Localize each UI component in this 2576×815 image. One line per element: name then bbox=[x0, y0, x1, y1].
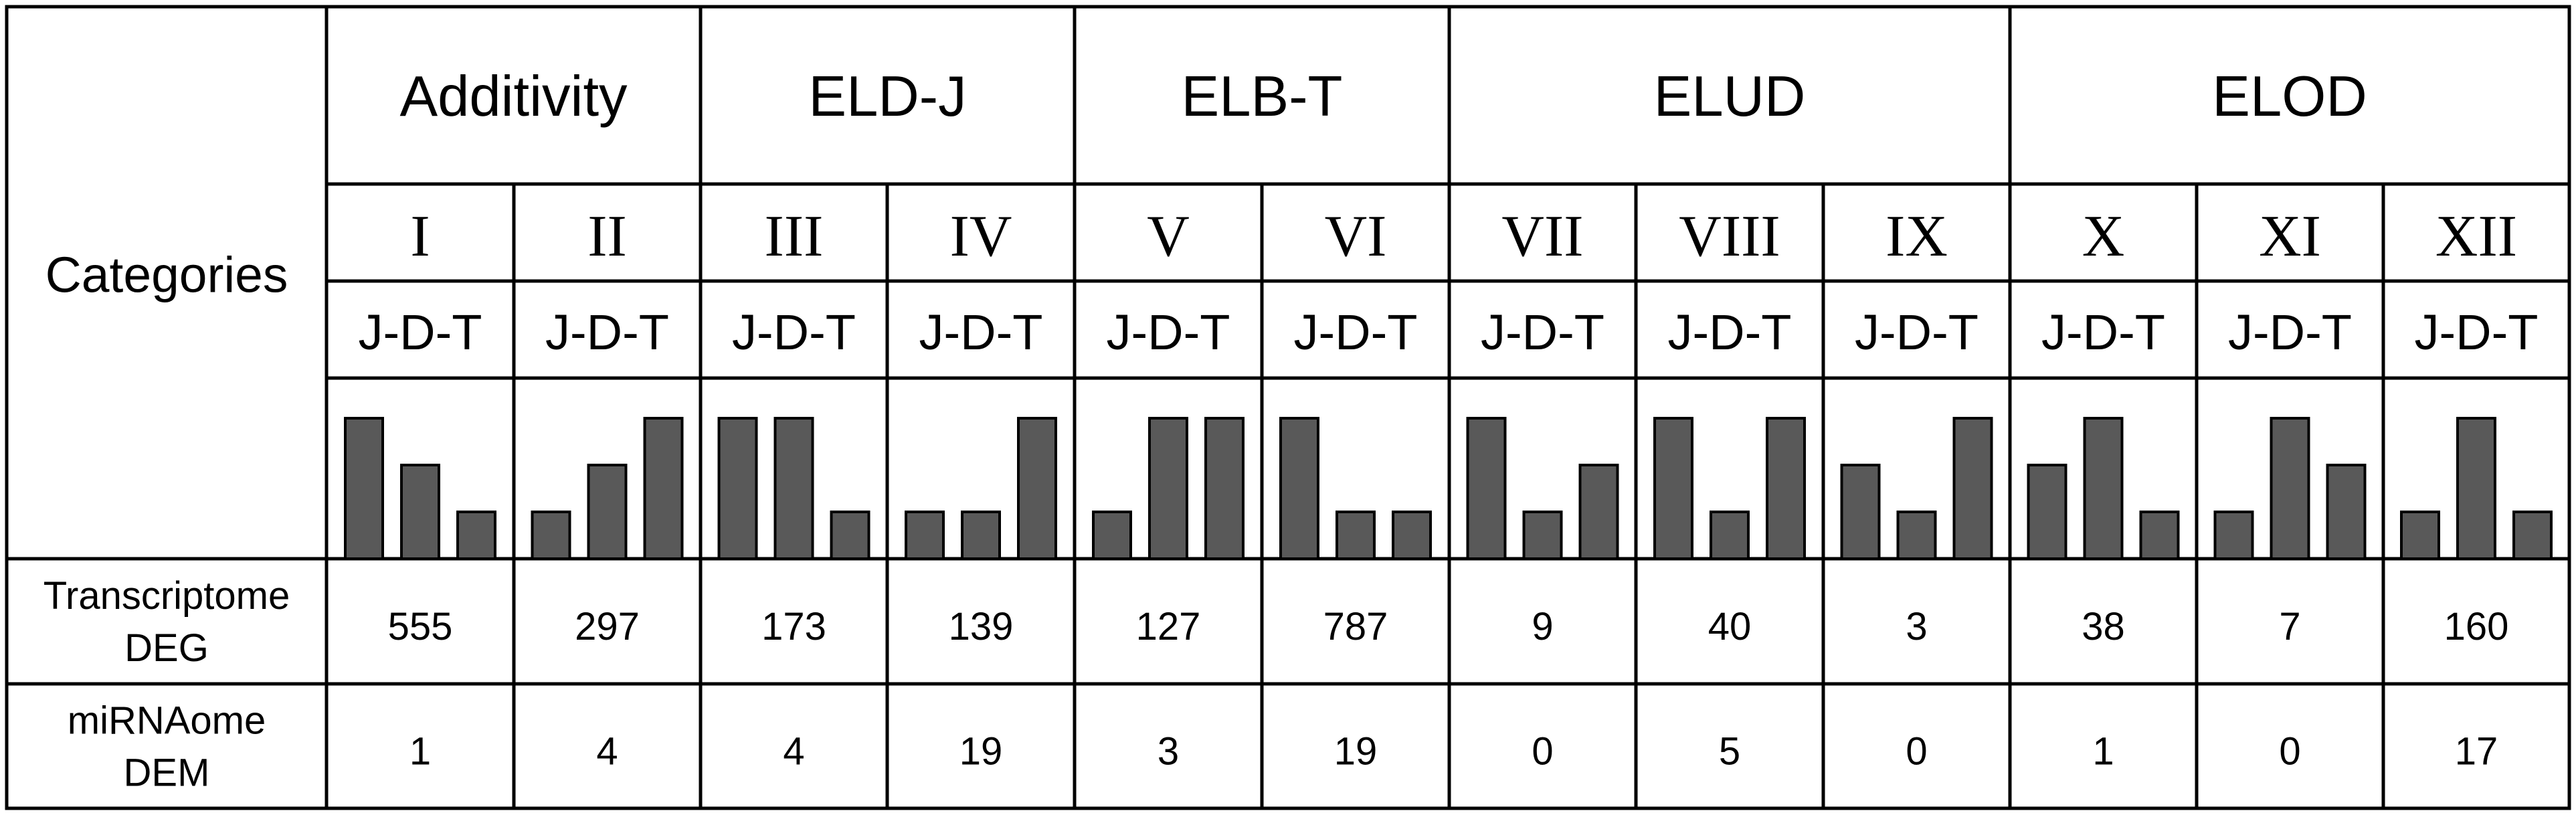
expression-bar bbox=[1336, 511, 1376, 560]
expression-bar bbox=[2456, 417, 2496, 560]
pattern-order: J-D-T bbox=[1107, 304, 1230, 360]
dem-count: 0 bbox=[2279, 730, 2300, 774]
pattern-numeral: IX bbox=[1885, 204, 1948, 269]
expression-bar bbox=[2139, 511, 2180, 560]
pattern-order: J-D-T bbox=[1294, 304, 1418, 360]
expression-bar bbox=[1279, 417, 1319, 560]
expression-bar bbox=[1392, 511, 1432, 560]
dem-count: 0 bbox=[1532, 730, 1553, 774]
dem-count: 19 bbox=[959, 730, 1003, 774]
pattern-numeral: VIII bbox=[1679, 204, 1780, 269]
expression-bar bbox=[830, 511, 870, 560]
expression-bar bbox=[1840, 464, 1881, 560]
expression-bar bbox=[2213, 511, 2254, 560]
pattern-numeral: V bbox=[1147, 204, 1190, 269]
pattern-numeral: XI bbox=[2259, 204, 2321, 269]
pattern-numeral: X bbox=[2082, 204, 2125, 269]
expression-bar bbox=[717, 417, 758, 560]
expression-bar bbox=[456, 511, 496, 560]
group-header: Additivity bbox=[399, 65, 628, 128]
expression-bar bbox=[1017, 417, 1057, 560]
pattern-order: J-D-T bbox=[919, 304, 1043, 360]
row-label-line1: miRNAome bbox=[68, 699, 266, 743]
deg-count: 139 bbox=[949, 605, 1014, 648]
pattern-numeral: IV bbox=[950, 204, 1012, 269]
expression-bar bbox=[531, 511, 571, 560]
deg-count: 40 bbox=[1708, 605, 1752, 648]
pattern-numeral: III bbox=[765, 204, 824, 269]
row-label-line2: DEM bbox=[124, 751, 210, 795]
row-label-line1: Transcriptome bbox=[43, 574, 290, 618]
deg-count: 173 bbox=[761, 605, 826, 648]
dem-count: 1 bbox=[409, 730, 431, 774]
pattern-order: J-D-T bbox=[1668, 304, 1792, 360]
expression-bar bbox=[2270, 417, 2310, 560]
expression-bar bbox=[1896, 511, 1937, 560]
deg-count: 555 bbox=[388, 605, 453, 648]
deg-count: 297 bbox=[575, 605, 640, 648]
deg-count: 160 bbox=[2444, 605, 2509, 648]
expression-bar bbox=[2083, 417, 2124, 560]
deg-count: 9 bbox=[1532, 605, 1553, 648]
row-label-line2: DEG bbox=[124, 626, 209, 670]
expression-bar bbox=[905, 511, 945, 560]
expression-bar bbox=[587, 464, 628, 560]
expression-bar bbox=[961, 511, 1001, 560]
dem-count: 4 bbox=[596, 730, 618, 774]
group-header: ELB-T bbox=[1182, 65, 1343, 128]
group-header: ELOD bbox=[2212, 65, 2367, 128]
categories-label: Categories bbox=[45, 247, 288, 303]
dem-count: 4 bbox=[783, 730, 804, 774]
expression-bar bbox=[344, 417, 384, 560]
expression-bar bbox=[1766, 417, 1806, 560]
pattern-numeral: XII bbox=[2435, 204, 2517, 269]
pattern-order: J-D-T bbox=[359, 304, 482, 360]
table-labels: Categories Transcriptome DEG miRNAome DEM Add… bbox=[43, 65, 2539, 795]
expression-bar bbox=[2400, 511, 2440, 560]
expression-bar bbox=[1710, 511, 1750, 560]
expression-bar bbox=[1148, 417, 1188, 560]
pattern-order: J-D-T bbox=[2228, 304, 2352, 360]
pattern-numeral: II bbox=[587, 204, 627, 269]
expression-bar bbox=[400, 464, 440, 560]
expression-bar bbox=[1653, 417, 1693, 560]
pattern-numeral: VI bbox=[1325, 204, 1387, 269]
deg-count: 3 bbox=[1906, 605, 1927, 648]
pattern-order: J-D-T bbox=[1855, 304, 1979, 360]
expression-bar bbox=[643, 417, 684, 560]
expression-bar bbox=[1092, 511, 1132, 560]
expression-bar bbox=[2027, 464, 2067, 560]
deg-count: 787 bbox=[1323, 605, 1388, 648]
expression-bar bbox=[1522, 511, 1563, 560]
dem-count: 17 bbox=[2455, 730, 2498, 774]
pattern-order: J-D-T bbox=[545, 304, 669, 360]
dem-count: 1 bbox=[2092, 730, 2114, 774]
dem-count: 3 bbox=[1158, 730, 1179, 774]
expression-bar bbox=[1466, 417, 1507, 560]
bar-glyphs bbox=[344, 417, 2553, 560]
deg-count: 7 bbox=[2279, 605, 2300, 648]
pattern-order: J-D-T bbox=[2415, 304, 2539, 360]
expression-bar bbox=[1578, 464, 1619, 560]
dem-count: 0 bbox=[1906, 730, 1927, 774]
pattern-order: J-D-T bbox=[732, 304, 856, 360]
deg-count: 38 bbox=[2082, 605, 2125, 648]
table-border bbox=[5, 5, 2571, 810]
pattern-numeral: I bbox=[410, 204, 430, 269]
expression-bar bbox=[773, 417, 814, 560]
group-header: ELD-J bbox=[808, 65, 966, 128]
pattern-numeral: VII bbox=[1501, 204, 1583, 269]
expression-bar bbox=[2512, 511, 2553, 560]
expression-bar bbox=[2326, 464, 2367, 560]
expression-bar bbox=[1204, 417, 1245, 560]
expression-bar bbox=[1952, 417, 1993, 560]
dem-count: 19 bbox=[1334, 730, 1378, 774]
pattern-order: J-D-T bbox=[1481, 304, 1604, 360]
dem-count: 5 bbox=[1719, 730, 1740, 774]
group-header: ELUD bbox=[1654, 65, 1806, 128]
pattern-order: J-D-T bbox=[2041, 304, 2165, 360]
deg-count: 127 bbox=[1136, 605, 1201, 648]
